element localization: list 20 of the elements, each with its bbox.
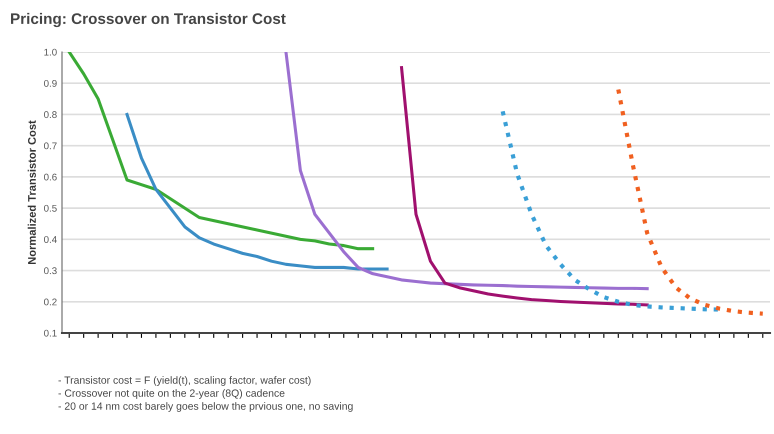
y-tick-label: 1.0 — [44, 48, 57, 56]
y-tick-label: 0.7 — [44, 142, 57, 150]
y-axis-title: Normalized Transistor Cost — [28, 120, 36, 264]
line-series — [125, 112, 389, 271]
y-tick-label: 0.9 — [44, 80, 57, 87]
y-tick-label: 0.1 — [44, 330, 57, 337]
line-series — [616, 87, 765, 316]
text: - Crossover not quite on the 2-year (8Q) cadence — [58, 389, 284, 399]
line-series — [68, 52, 374, 250]
y-tick-label: 0.8 — [44, 111, 57, 118]
y-tick-label: 0.3 — [44, 267, 57, 274]
chart-title: Pricing: Crossover on Transistor Cost — [11, 12, 286, 28]
y-tick-label: 0.2 — [44, 298, 57, 306]
line-series — [284, 52, 649, 290]
y-tick-label: 0.6 — [44, 174, 57, 181]
line-series — [400, 66, 649, 306]
y-tick-label: 0.5 — [44, 204, 57, 212]
y-tick-label: 0.4 — [44, 236, 57, 243]
text: - Transistor cost = F (yield(t), scaling factor, wafer cost) — [58, 376, 311, 386]
text: - 20 or 14 nm cost barely goes below the prvious one, no saving — [58, 402, 353, 412]
